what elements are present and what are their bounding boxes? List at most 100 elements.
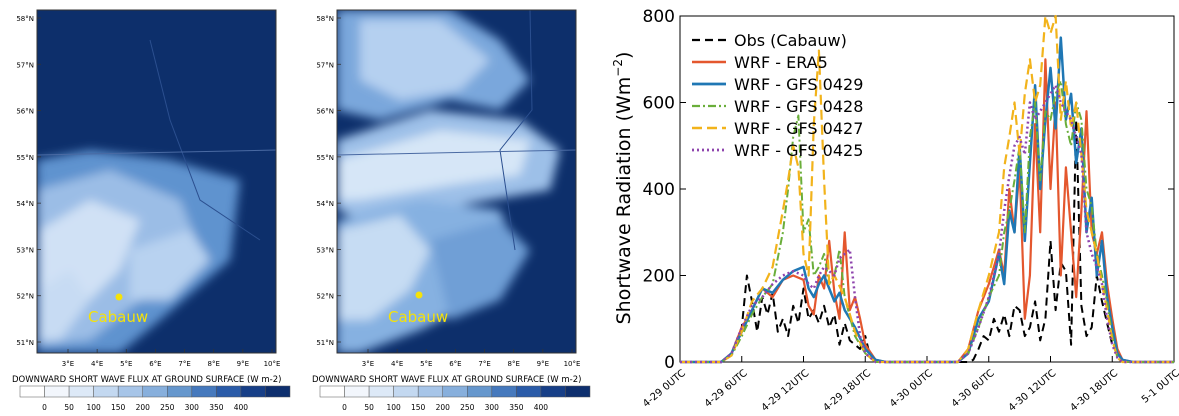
- x-tick-label: 4-29 18UTC: [821, 368, 873, 412]
- colorbar-swatch: [240, 385, 266, 398]
- x-tick-label: 4-30 18UTC: [1068, 368, 1120, 412]
- colorbar-tick-label: 250: [460, 403, 475, 412]
- y-tick-label: 600: [643, 94, 675, 114]
- cabauw-marker: [115, 293, 123, 301]
- lon-tick-label: 6°E: [149, 360, 161, 368]
- colorbar: 0 50 100 150 200 250 300 350 400: [319, 385, 591, 412]
- lon-tick-label: 8°E: [508, 360, 520, 368]
- lon-tick-label: 10°E: [264, 360, 281, 368]
- colorbar-tick-label: 400: [534, 403, 549, 412]
- longitude-labels: 3°E 4°E 5°E 6°E 7°E 8°E 9°E 10°E: [62, 349, 281, 368]
- lat-tick-label: 55°N: [16, 154, 34, 162]
- colorbar-swatch: [467, 385, 493, 398]
- colorbar-tick-label: 350: [509, 403, 524, 412]
- lat-tick-label: 56°N: [316, 108, 334, 116]
- colorbar-swatch: [393, 385, 419, 398]
- flux-map-right: 58°N 57°N 56°N 55°N 54°N 53°N 52°N 51°N 3°E 4°E 5…: [300, 0, 600, 412]
- colorbar-tick-label: 50: [364, 403, 374, 412]
- lon-tick-label: 4°E: [91, 360, 103, 368]
- lat-tick-label: 57°N: [316, 61, 334, 69]
- y-axis-label-text: Shortwave Radiation (Wm: [613, 77, 635, 325]
- lat-tick-label: 53°N: [16, 246, 34, 254]
- lat-tick-label: 52°N: [16, 293, 34, 301]
- colorbar-swatch: [191, 385, 217, 398]
- latitude-labels: 58°N 57°N 56°N 55°N 54°N 53°N 52°N 51°N: [316, 15, 341, 347]
- colorbar-swatch: [142, 385, 168, 398]
- lon-tick-label: 9°E: [237, 360, 249, 368]
- series-line: [680, 83, 1174, 364]
- colorbar-swatch: [216, 385, 242, 398]
- colorbar-swatch: [117, 385, 143, 398]
- colorbar-tick-label: 300: [485, 403, 500, 412]
- chart-legend: Obs (Cabauw) WRF - ERA5 WRF - GFS 0429 WRF …: [692, 31, 863, 160]
- lat-tick-label: 55°N: [316, 154, 334, 162]
- lat-tick-label: 57°N: [16, 61, 34, 69]
- lon-tick-label: 3°E: [362, 360, 374, 368]
- station-label: Cabauw: [88, 308, 148, 326]
- x-tick-label: 4-29 6UTC: [703, 368, 750, 410]
- colorbar-tick-label: 0: [42, 403, 47, 412]
- lon-tick-label: 10°E: [564, 360, 581, 368]
- colorbar-tick-label: 150: [111, 403, 126, 412]
- colorbar-tick-label: 150: [411, 403, 426, 412]
- colorbar-swatch: [319, 385, 345, 398]
- latitude-labels: 58°N 57°N 56°N 55°N 54°N 53°N 52°N 51°N: [16, 15, 41, 347]
- colorbar-swatch: [344, 385, 370, 398]
- lon-tick-label: 5°E: [120, 360, 132, 368]
- colorbar-swatch: [19, 385, 45, 398]
- x-tick-label: 4-29 12UTC: [760, 368, 812, 412]
- map-frame: [36, 9, 277, 354]
- colorbar-swatch: [417, 385, 443, 398]
- colorbar-title: DOWNWARD SHORT WAVE FLUX AT GROUND SURFA…: [312, 375, 581, 385]
- lat-tick-label: 54°N: [16, 200, 34, 208]
- legend-label: WRF - GFS 0427: [734, 119, 863, 138]
- map-right-svg: 58°N 57°N 56°N 55°N 54°N 53°N 52°N 51°N 3°E 4°E 5…: [312, 9, 591, 412]
- y-axis-label-exponent: −2: [611, 59, 625, 77]
- series-line: [680, 118, 1174, 363]
- chart-axes: 0 200 400 600 800 4-29 0UTC 4-29 6UTC 4-29 12UT…: [641, 7, 1179, 414]
- lon-tick-label: 7°E: [478, 360, 490, 368]
- colorbar-swatch: [167, 385, 193, 398]
- lat-tick-label: 56°N: [16, 108, 34, 116]
- y-axis-label: Shortwave Radiation (Wm−2): [611, 52, 635, 325]
- x-tick-label: 4-30 6UTC: [950, 368, 997, 410]
- colorbar-swatch: [442, 385, 468, 398]
- lat-tick-label: 53°N: [316, 246, 334, 254]
- colorbar-swatch: [540, 385, 566, 398]
- legend-label: Obs (Cabauw): [734, 31, 847, 50]
- series-line: [680, 58, 1174, 364]
- legend-label: WRF - GFS 0425: [734, 141, 863, 160]
- flux-map-left: 58°N 57°N 56°N 55°N 54°N 53°N 52°N 51°N 3°E 4°E 5…: [0, 0, 300, 412]
- colorbar-tick-label: 300: [185, 403, 200, 412]
- colorbar-tick-label: 0: [342, 403, 347, 412]
- y-tick-label: 400: [643, 180, 675, 200]
- radiation-line-chart: 0 200 400 600 800 4-29 0UTC 4-29 6UTC 4-29 12UT…: [600, 0, 1179, 414]
- chart-series: [680, 14, 1174, 364]
- y-tick-label: 200: [643, 267, 675, 287]
- cloud-field: [37, 39, 276, 353]
- cloud-field: [337, 10, 576, 353]
- lon-tick-label: 9°E: [537, 360, 549, 368]
- lat-tick-label: 51°N: [16, 339, 34, 347]
- colorbar-swatch: [93, 385, 119, 398]
- colorbar-title: DOWNWARD SHORT WAVE FLUX AT GROUND SURFA…: [12, 375, 281, 385]
- colorbar-tick-label: 50: [64, 403, 74, 412]
- lat-tick-label: 54°N: [316, 200, 334, 208]
- colorbar-tick-label: 200: [436, 403, 451, 412]
- legend-label: WRF - GFS 0428: [734, 97, 863, 116]
- colorbar-swatch: [491, 385, 517, 398]
- longitude-labels: 3°E 4°E 5°E 6°E 7°E 8°E 9°E 10°E: [362, 349, 581, 368]
- colorbar-tick-label: 400: [234, 403, 249, 412]
- x-tick-label: 4-30 12UTC: [1007, 368, 1059, 412]
- map-frame: [336, 9, 577, 354]
- series-line: [680, 79, 1174, 363]
- colorbar-swatch: [44, 385, 70, 398]
- x-tick-label: 5-1 0UTC: [1140, 368, 1179, 406]
- legend-label: WRF - GFS 0429: [734, 75, 863, 94]
- colorbar-swatch: [265, 385, 291, 398]
- station-label: Cabauw: [388, 308, 448, 326]
- colorbar-swatch: [516, 385, 542, 398]
- lon-tick-label: 4°E: [391, 360, 403, 368]
- x-tick-label: 4-29 0UTC: [641, 368, 688, 410]
- colorbar-tick-label: 250: [160, 403, 175, 412]
